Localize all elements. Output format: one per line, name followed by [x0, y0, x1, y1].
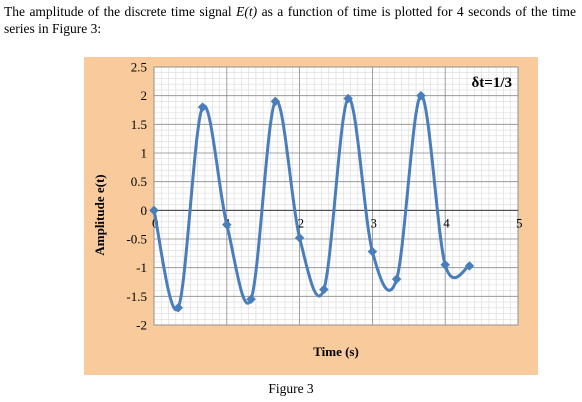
data-point [343, 93, 354, 104]
y-tick-label: 2 [141, 88, 148, 103]
data-point [367, 246, 378, 257]
y-tick-labels: 2.5 2 1.5 1 0.5 0 -0.5 -1 -1.5 -2 [126, 60, 147, 333]
y-tick-label: 2.5 [131, 60, 147, 75]
data-point [391, 274, 402, 284]
data-point [197, 102, 208, 112]
data-point [221, 219, 232, 230]
y-tick-label: -1.5 [126, 289, 147, 304]
data-point [440, 259, 451, 270]
y-tick-label: 1 [141, 146, 148, 161]
series-markers [149, 90, 475, 313]
y-tick-label: -1 [136, 260, 147, 275]
data-point [464, 261, 475, 271]
x-tick-label: 2 [298, 215, 305, 230]
data-point [416, 90, 426, 101]
intro-text-part2: as a function of time is plotted for 4 s… [4, 4, 576, 36]
data-point [318, 284, 329, 295]
data-point [294, 232, 305, 243]
data-point [149, 205, 159, 216]
chart-frame: 2.5 2 1.5 1 0.5 0 -0.5 -1 -1.5 -2 0 1 2 3 4 5 δt=1/3 T… [84, 57, 538, 375]
y-tick-label: 0 [141, 203, 148, 218]
signal-name: E(t) [236, 4, 258, 19]
y-tick-label: 1.5 [131, 117, 147, 132]
y-tick-label: 0.5 [131, 174, 147, 189]
x-tick-label: 3 [370, 215, 377, 230]
data-point [173, 302, 184, 313]
data-point [246, 294, 256, 305]
x-axis-label: Time (s) [313, 344, 359, 359]
y-tick-label: -0.5 [126, 232, 147, 247]
y-axis-label: Amplitude e(t) [92, 174, 107, 255]
x-tick-label: 4 [443, 215, 450, 230]
x-tick-label: 5 [516, 215, 523, 230]
figure-caption: Figure 3 [268, 381, 314, 396]
intro-paragraph: The amplitude of the discrete time signa… [4, 3, 576, 37]
y-tick-label: -2 [136, 318, 147, 333]
delta-t-annotation: δt=1/3 [472, 75, 513, 91]
plot-border [153, 66, 519, 326]
amplitude-chart: 2.5 2 1.5 1 0.5 0 -0.5 -1 -1.5 -2 0 1 2 3 4 5 δt=1/3 T… [84, 57, 538, 375]
intro-text-part1: The amplitude of the discrete time signa… [4, 4, 237, 19]
data-point [270, 96, 281, 107]
